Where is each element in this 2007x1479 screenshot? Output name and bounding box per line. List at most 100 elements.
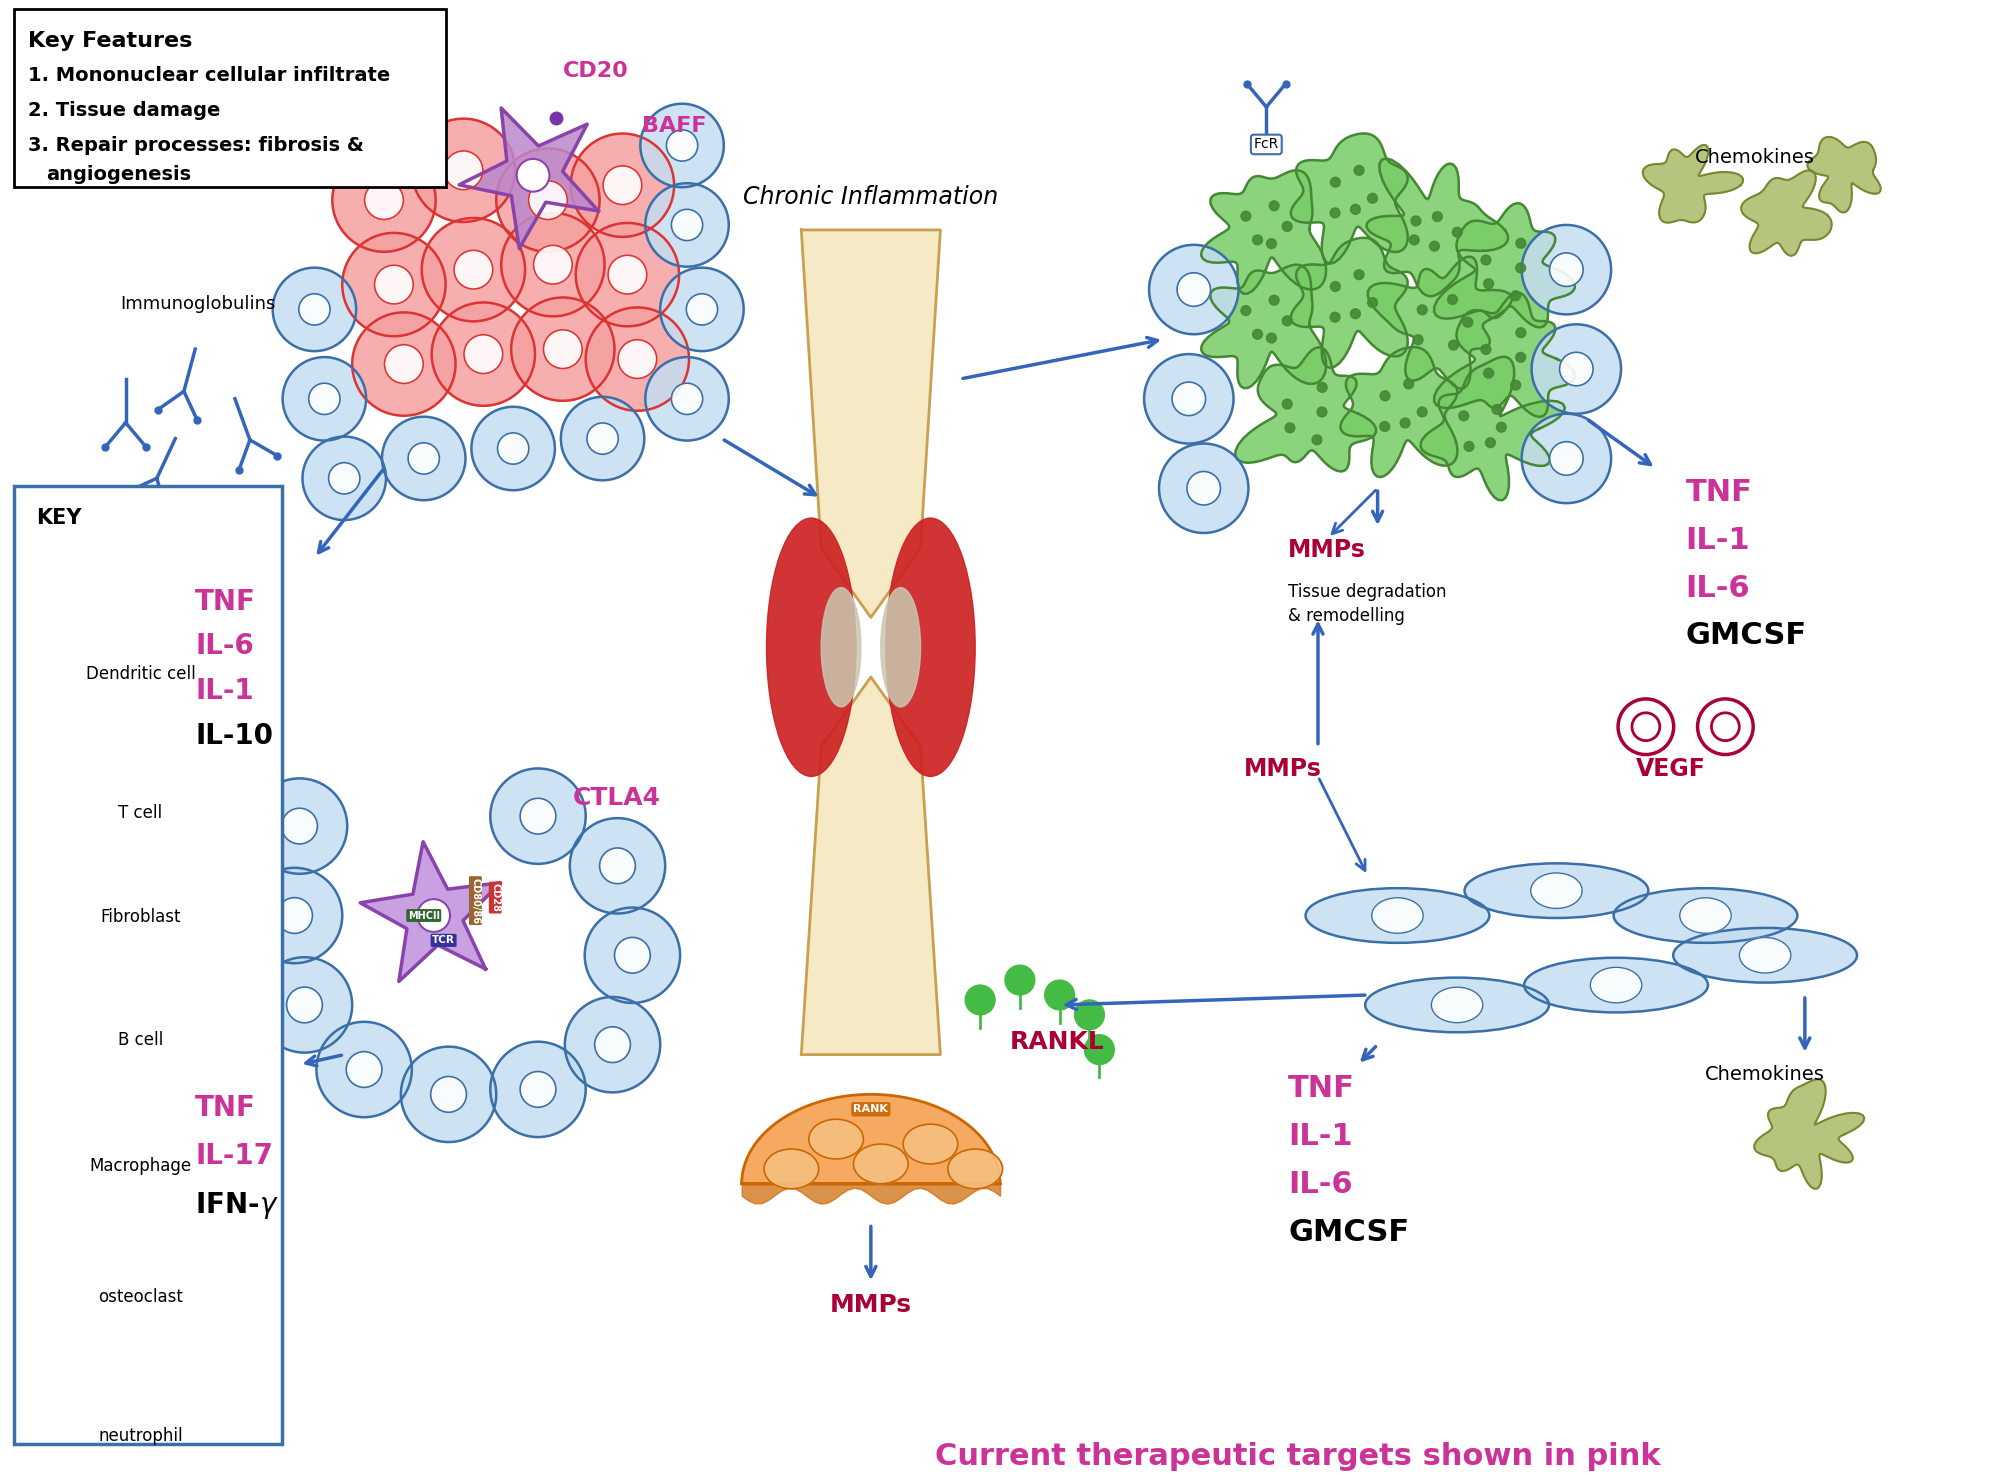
Ellipse shape	[1144, 353, 1232, 444]
Ellipse shape	[1549, 253, 1582, 287]
Circle shape	[1403, 379, 1413, 389]
Circle shape	[1240, 306, 1250, 315]
Polygon shape	[1234, 348, 1375, 472]
Circle shape	[1351, 309, 1359, 318]
Circle shape	[1268, 296, 1278, 305]
Text: Fibroblast: Fibroblast	[100, 908, 181, 926]
Ellipse shape	[1172, 382, 1204, 416]
Ellipse shape	[1672, 927, 1856, 982]
Ellipse shape	[853, 1145, 907, 1183]
Circle shape	[147, 1086, 155, 1093]
Text: 2. Tissue damage: 2. Tissue damage	[28, 101, 221, 120]
Ellipse shape	[881, 587, 919, 707]
Circle shape	[1240, 211, 1250, 220]
Text: Chronic Inflammation: Chronic Inflammation	[743, 185, 997, 209]
Ellipse shape	[309, 383, 339, 414]
Circle shape	[1004, 966, 1034, 995]
Ellipse shape	[454, 250, 492, 288]
Circle shape	[1268, 201, 1278, 210]
Circle shape	[1379, 390, 1389, 401]
Ellipse shape	[1614, 889, 1796, 942]
FancyBboxPatch shape	[14, 487, 281, 1444]
Ellipse shape	[365, 180, 403, 219]
Ellipse shape	[277, 898, 313, 933]
Text: IL-6: IL-6	[1684, 574, 1750, 603]
Text: CD28: CD28	[490, 883, 500, 913]
Ellipse shape	[560, 396, 644, 481]
Polygon shape	[84, 1059, 193, 1154]
Text: TNF: TNF	[195, 587, 257, 615]
Ellipse shape	[1529, 873, 1582, 908]
Ellipse shape	[407, 442, 440, 475]
Ellipse shape	[375, 265, 413, 305]
Ellipse shape	[444, 151, 482, 189]
Circle shape	[1367, 194, 1377, 203]
Circle shape	[1411, 216, 1421, 226]
Ellipse shape	[1365, 978, 1547, 1032]
Text: 3. Repair processes: fibrosis &: 3. Repair processes: fibrosis &	[28, 136, 363, 154]
Circle shape	[1481, 254, 1489, 265]
Circle shape	[98, 1247, 112, 1260]
Ellipse shape	[283, 356, 365, 441]
Text: VEGF: VEGF	[1636, 757, 1706, 781]
Circle shape	[1282, 222, 1291, 231]
Ellipse shape	[570, 133, 674, 237]
Ellipse shape	[124, 741, 157, 772]
Text: CD80/86: CD80/86	[470, 877, 480, 923]
Ellipse shape	[586, 308, 688, 411]
Text: RANKL: RANKL	[1010, 1029, 1104, 1053]
Circle shape	[1509, 380, 1519, 390]
Ellipse shape	[429, 1077, 466, 1112]
Ellipse shape	[98, 714, 183, 799]
Ellipse shape	[640, 104, 723, 188]
Ellipse shape	[341, 232, 446, 336]
Ellipse shape	[947, 1149, 1001, 1189]
Circle shape	[1282, 399, 1291, 410]
Text: IL-1: IL-1	[195, 677, 253, 705]
Polygon shape	[1200, 265, 1325, 387]
Circle shape	[1463, 442, 1473, 451]
Ellipse shape	[317, 1022, 411, 1117]
Ellipse shape	[401, 1047, 496, 1142]
Polygon shape	[1740, 170, 1830, 256]
Ellipse shape	[602, 166, 642, 204]
Text: 1. Mononuclear cellular infiltrate: 1. Mononuclear cellular infiltrate	[28, 67, 389, 84]
Circle shape	[1417, 407, 1427, 417]
Ellipse shape	[570, 818, 664, 914]
Ellipse shape	[670, 210, 702, 241]
Circle shape	[1459, 411, 1467, 420]
Text: IL-1: IL-1	[1288, 1123, 1353, 1151]
Polygon shape	[1419, 356, 1563, 500]
Circle shape	[1282, 317, 1291, 325]
Circle shape	[965, 985, 995, 1015]
Ellipse shape	[351, 312, 456, 416]
Text: Chemokines: Chemokines	[1704, 1065, 1824, 1084]
Text: MMPs: MMPs	[1242, 757, 1321, 781]
Circle shape	[128, 1386, 136, 1393]
Circle shape	[151, 1377, 159, 1383]
Circle shape	[140, 1361, 149, 1368]
FancyBboxPatch shape	[14, 9, 446, 188]
Ellipse shape	[594, 1026, 630, 1062]
Ellipse shape	[586, 423, 618, 454]
Circle shape	[417, 899, 450, 932]
Circle shape	[1515, 238, 1525, 248]
Text: CD20: CD20	[562, 61, 628, 81]
Circle shape	[1463, 318, 1471, 327]
Polygon shape	[1806, 138, 1881, 213]
Ellipse shape	[464, 334, 502, 374]
Ellipse shape	[1680, 898, 1730, 933]
Ellipse shape	[331, 148, 436, 251]
Polygon shape	[1200, 170, 1325, 294]
Ellipse shape	[329, 463, 359, 494]
Ellipse shape	[564, 997, 660, 1093]
Circle shape	[1353, 269, 1363, 280]
Circle shape	[1284, 423, 1295, 433]
Ellipse shape	[885, 518, 975, 776]
Text: IL-10: IL-10	[195, 722, 273, 750]
Ellipse shape	[76, 865, 205, 902]
Ellipse shape	[1590, 967, 1642, 1003]
Circle shape	[516, 158, 550, 192]
Ellipse shape	[287, 986, 323, 1023]
Ellipse shape	[763, 1149, 819, 1189]
